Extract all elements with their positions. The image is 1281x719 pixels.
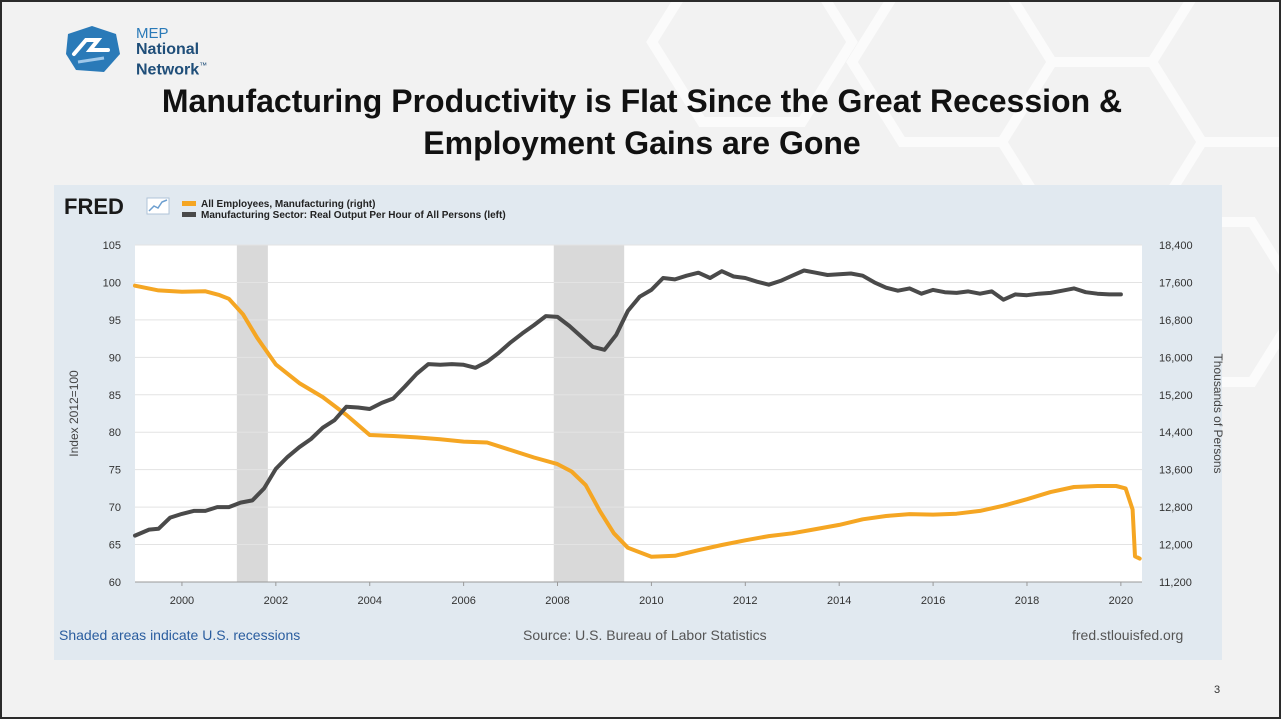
y-axis-label-left: Index 2012=100 xyxy=(67,370,81,457)
y-tick-label-left: 85 xyxy=(109,390,121,402)
legend-swatch xyxy=(182,212,196,217)
slide-title: Manufacturing Productivity is Flat Since… xyxy=(161,83,1123,161)
logo-line1: MEP xyxy=(136,25,169,42)
legend-label: All Employees, Manufacturing (right) xyxy=(201,199,375,210)
logo-line2: National xyxy=(136,41,200,58)
x-tick-label: 2020 xyxy=(1109,595,1133,607)
fred-logo-icon: FRED xyxy=(64,194,170,219)
y-tick-label-left: 105 xyxy=(103,240,121,252)
x-tick-label: 2006 xyxy=(451,595,475,607)
logo-text: MEP National Network™ xyxy=(136,26,207,78)
y-tick-label-right: 12,800 xyxy=(1159,502,1193,514)
fred-url-link[interactable]: fred.stlouisfed.org xyxy=(1072,627,1184,643)
series-line-productivity xyxy=(133,268,1123,538)
y-tick-label-left: 70 xyxy=(109,502,121,514)
x-tick-label: 2012 xyxy=(733,595,757,607)
x-tick-label: 2004 xyxy=(357,595,381,607)
y-tick-label-left: 95 xyxy=(109,315,121,327)
mep-logo-icon xyxy=(66,26,120,72)
source-note: Source: U.S. Bureau of Labor Statistics xyxy=(523,627,767,643)
x-tick-label: 2016 xyxy=(921,595,945,607)
chart-legend: All Employees, Manufacturing (right)Manu… xyxy=(182,199,506,221)
y-tick-label-right: 16,000 xyxy=(1159,352,1193,364)
y-tick-label-left: 65 xyxy=(109,540,121,552)
y-tick-label-right: 18,400 xyxy=(1159,240,1193,252)
y-axis-label-right: Thousands of Persons xyxy=(1211,353,1225,473)
recession-note: Shaded areas indicate U.S. recessions xyxy=(59,627,301,643)
legend-label: Manufacturing Sector: Real Output Per Ho… xyxy=(201,210,506,221)
logo-line3: Network™ xyxy=(136,61,208,79)
x-tick-label: 2000 xyxy=(170,595,194,607)
x-tick-label: 2008 xyxy=(545,595,569,607)
series-line-employees xyxy=(133,283,1142,561)
legend-swatch xyxy=(182,201,196,206)
recession-band xyxy=(553,245,625,582)
x-tick-label: 2014 xyxy=(827,595,851,607)
y-tick-label-right: 16,800 xyxy=(1159,315,1193,327)
y-tick-label-left: 90 xyxy=(109,352,121,364)
recession-band xyxy=(236,245,268,582)
y-tick-label-right: 17,600 xyxy=(1159,277,1193,289)
y-tick-label-right: 14,400 xyxy=(1159,427,1193,439)
x-tick-label: 2018 xyxy=(1015,595,1039,607)
x-tick-label: 2002 xyxy=(264,595,288,607)
y-tick-label-left: 75 xyxy=(109,465,121,477)
y-tick-label-right: 12,000 xyxy=(1159,540,1193,552)
y-tick-label-left: 60 xyxy=(109,577,121,589)
page-number: 3 xyxy=(1214,684,1221,696)
svg-text:FRED: FRED xyxy=(64,194,124,219)
y-tick-label-left: 80 xyxy=(109,427,121,439)
y-tick-label-right: 13,600 xyxy=(1159,465,1193,477)
x-tick-label: 2010 xyxy=(639,595,663,607)
y-tick-label-right: 11,200 xyxy=(1159,577,1192,589)
y-tick-label-right: 15,200 xyxy=(1159,390,1193,402)
y-tick-label-left: 100 xyxy=(103,277,121,289)
